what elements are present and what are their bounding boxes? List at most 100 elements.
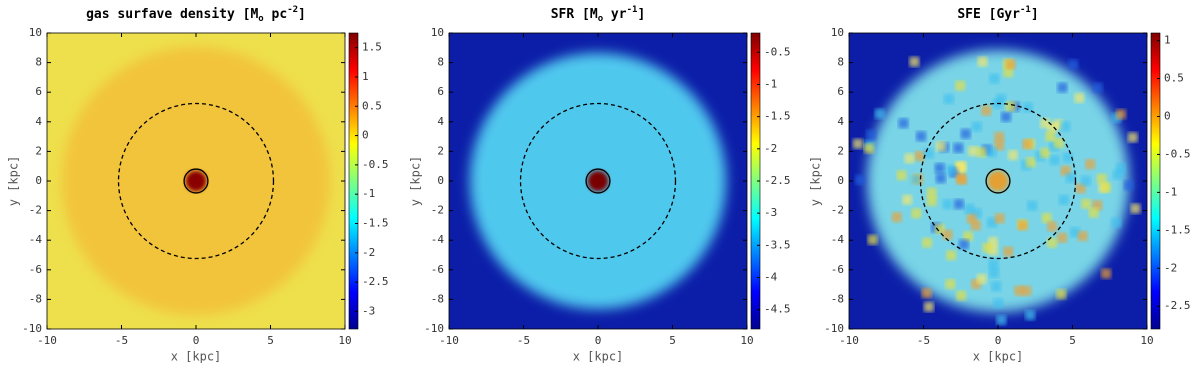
chart-title: gas surfave density [Mo​ pc-2​] [86, 5, 306, 24]
x-tick-label: -5 [517, 334, 530, 347]
image-patch [1047, 237, 1058, 248]
image-patch [1075, 183, 1086, 194]
y-tick-label: -8 [431, 292, 444, 305]
image-patch [1065, 172, 1076, 183]
y-tick-label: 2 [35, 144, 42, 157]
chart-title: SFR [Mo​ yr-1​] [551, 5, 646, 24]
y-tick-label: -6 [431, 263, 444, 276]
y-axis-label: y [kpc] [409, 156, 423, 207]
image-patch [1092, 82, 1103, 93]
image-patch [1056, 289, 1067, 300]
image-patch [1014, 285, 1025, 296]
colorbar-tick-label: -4 [764, 271, 778, 284]
image-core [185, 170, 207, 192]
colorbar-tick-label: -2 [764, 142, 777, 155]
image-patch [1003, 67, 1014, 78]
image-patch [916, 131, 927, 142]
y-tick-label: 2 [837, 144, 844, 157]
image-patch [971, 208, 982, 219]
image-patch [1127, 132, 1138, 143]
image-patch [977, 56, 988, 67]
colorbar-tick-label: -1 [764, 77, 777, 90]
colorbar-tick-label: -3 [764, 206, 777, 219]
title-segment: -2 [287, 5, 298, 15]
x-tick-label: -5 [115, 334, 128, 347]
title-segment: -1 [1020, 5, 1031, 15]
y-tick-label: 0 [837, 174, 844, 187]
x-tick-label: 5 [669, 334, 676, 347]
x-axis-label: x [kpc] [171, 350, 222, 364]
colorbar-tick-label: -2.5 [362, 275, 389, 288]
image-patch [1047, 221, 1058, 232]
image-patch [1111, 217, 1122, 228]
image-patch [1088, 207, 1099, 218]
image-patch [991, 281, 1002, 292]
colorbar [1150, 32, 1161, 330]
image-patch [1057, 82, 1068, 93]
panel: SFR [Mo​ yr-1​] -10 -5 0 5 10 -10 -8 -6 -4 -2 0 2 4 6 8… [409, 5, 791, 364]
x-tick-label: 10 [740, 334, 753, 347]
colorbar-tick-label: -1 [362, 187, 375, 200]
image-patch [945, 279, 956, 290]
panel: SFE [Gyr-1​]-10-50510-10-8-6-4-20246810x… [809, 5, 1191, 364]
image-patch [898, 118, 909, 129]
image-patch [926, 196, 937, 207]
colorbar-tick-label: -0.5 [362, 158, 389, 171]
image-patch [1081, 198, 1092, 209]
image-patch [1007, 150, 1018, 161]
region-circle [117, 102, 275, 260]
image-patch [923, 301, 934, 312]
title-segment: ] [637, 7, 645, 22]
image-patch [923, 148, 934, 159]
region-circle [985, 168, 1011, 194]
y-tick-label: -2 [831, 204, 844, 217]
image-patch [1112, 169, 1123, 180]
image-patch [994, 140, 1005, 151]
x-tick-label: 10 [1140, 334, 1153, 347]
panel: gas surfave density [Mo​ pc-2​]-10-50510… [7, 5, 389, 364]
image-patch [864, 143, 875, 154]
y-tick-label: -6 [29, 263, 42, 276]
image-core [987, 170, 1009, 192]
image-patch [910, 174, 921, 185]
title-segment: ] [298, 7, 306, 22]
image-patch [968, 146, 979, 157]
x-tick-label: -10 [439, 334, 459, 347]
image-patch [904, 153, 915, 164]
image-patch [987, 217, 998, 228]
image-patch [1022, 102, 1033, 113]
image-patch [1080, 175, 1091, 186]
image-patch [934, 223, 945, 234]
title-segment: gas surfave density [M [86, 7, 258, 22]
y-tick-label: 10 [29, 26, 42, 39]
y-tick-label: -6 [831, 263, 844, 276]
colorbar-tick-label: -2.5 [1164, 299, 1191, 312]
image-patch [921, 288, 932, 299]
image-patch [867, 234, 878, 245]
y-tick-label: 4 [837, 115, 844, 128]
image-core [587, 170, 609, 192]
heatmap-image [849, 33, 1147, 329]
image-patch [1005, 59, 1016, 70]
image-patch [1057, 232, 1068, 243]
x-tick-label: 10 [338, 334, 351, 347]
y-tick-label: 2 [437, 144, 444, 157]
x-tick-label: 0 [193, 334, 200, 347]
image-patch [986, 147, 997, 158]
title-segment: ] [1031, 7, 1039, 22]
image-patch [988, 245, 999, 256]
x-tick-label: -10 [37, 334, 57, 347]
title-segment: pc [264, 7, 287, 22]
image-patch [988, 259, 999, 270]
y-axis-label: y [kpc] [809, 156, 823, 207]
image-patch [994, 131, 1005, 142]
y-tick-label: 0 [437, 174, 444, 187]
image-patch [963, 231, 974, 242]
image-patch [935, 173, 946, 184]
x-tick-label: 5 [1069, 334, 1076, 347]
colorbar-tick-label: 1.5 [362, 41, 382, 54]
x-tick-label: 0 [595, 334, 602, 347]
image-patch [911, 208, 922, 219]
colorbar-tick-label: -4.5 [764, 303, 791, 316]
